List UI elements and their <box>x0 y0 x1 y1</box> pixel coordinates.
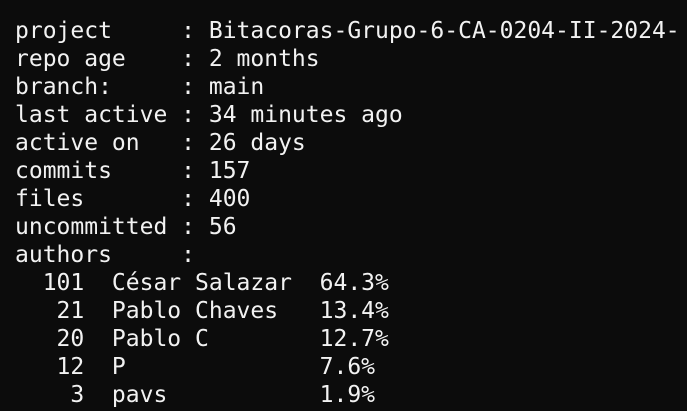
summary-line: repo age:2 months <box>15 45 687 73</box>
summary-key: repo age <box>15 46 126 72</box>
author-line: 12 P 7.6% <box>15 353 687 381</box>
author-line: 21 Pablo Chaves 13.4% <box>15 297 687 325</box>
author-line: 20 Pablo C 12.7% <box>15 325 687 353</box>
summary-key: last active <box>15 102 168 128</box>
summary-line: project: Bitacoras-Grupo-6-CA-0204-II-202… <box>15 17 687 45</box>
summary-value: Bitacoras-Grupo-6-CA-0204-II-2024- <box>208 18 680 44</box>
separator: : <box>181 158 196 184</box>
separator: : <box>181 214 196 240</box>
summary-line: files:400 <box>15 185 687 213</box>
author-percent: 7.6% <box>319 354 376 380</box>
summary-key: commits <box>15 158 112 184</box>
author-line: 3 pavs 1.9% <box>15 381 687 409</box>
summary-value: 157 <box>208 158 251 184</box>
summary-key: uncommitted <box>15 214 168 240</box>
terminal-output: project: Bitacoras-Grupo-6-CA-0204-II-202… <box>15 17 687 409</box>
summary-line: branch:: main <box>15 73 687 101</box>
author-percent: 12.7% <box>319 326 389 352</box>
author-name: P <box>111 354 126 380</box>
author-commits: 20 <box>56 326 85 352</box>
separator: : <box>181 102 196 128</box>
author-name: Pablo Chaves <box>111 298 279 324</box>
summary-line: uncommitted:56 <box>15 213 687 241</box>
author-commits: 101 <box>42 270 85 296</box>
summary-key: branch: <box>15 74 112 100</box>
summary-line: commits:157 <box>15 157 687 185</box>
author-line: 101 César Salazar 64.3% <box>15 269 687 297</box>
author-name: pavs <box>111 382 168 408</box>
author-percent: 1.9% <box>319 382 376 408</box>
separator: : <box>181 46 196 72</box>
summary-key: authors <box>15 242 112 268</box>
summary-value: main <box>208 74 265 100</box>
summary-value: 56 <box>208 214 237 240</box>
author-name: Pablo C <box>111 326 209 352</box>
summary-value: 34 minutes ago <box>208 102 403 128</box>
summary-line: active on:26 days <box>15 129 687 157</box>
summary-key: active on <box>15 130 140 156</box>
summary-value: 400 <box>208 186 251 212</box>
author-name: César Salazar <box>111 270 292 296</box>
author-percent: 13.4% <box>319 298 389 324</box>
summary-key: files <box>15 186 85 212</box>
summary-line: last active:34 minutes ago <box>15 101 687 129</box>
separator: : <box>181 18 196 44</box>
author-commits: 12 <box>56 354 85 380</box>
summary-line: authors: <box>15 241 687 269</box>
summary-value: 2 months <box>208 46 320 72</box>
separator: : <box>181 130 196 156</box>
separator: : <box>181 242 196 268</box>
summary-value: 26 days <box>208 130 306 156</box>
author-commits: 21 <box>56 298 85 324</box>
separator: : <box>181 74 196 100</box>
separator: : <box>181 186 196 212</box>
author-commits: 3 <box>70 382 85 408</box>
summary-key: project <box>15 18 112 44</box>
author-percent: 64.3% <box>319 270 389 296</box>
